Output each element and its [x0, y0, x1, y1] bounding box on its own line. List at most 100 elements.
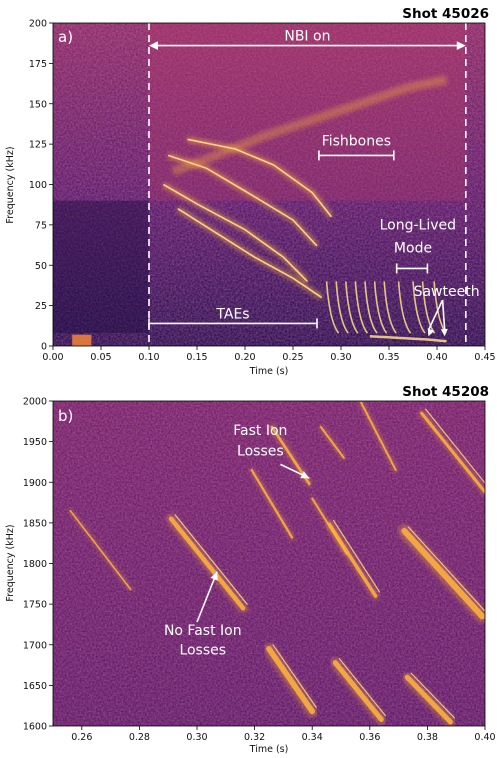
nbi-label: NBI on	[284, 29, 330, 45]
axes-a-xtick-label: 0.10	[138, 352, 159, 363]
chirp-harmonic	[407, 526, 485, 612]
axes-a-xtick-label: 0.05	[90, 352, 111, 363]
early-bright-strip	[72, 334, 92, 346]
shot-label-b: Shot 45208	[402, 384, 489, 400]
long-lived-mode-line	[369, 335, 447, 343]
chirp-harmonic	[332, 519, 381, 593]
chirp-line	[404, 674, 453, 725]
fast-ion-label-line2: Losses	[237, 443, 284, 459]
axes-a-ytick-label: 0	[41, 342, 47, 353]
no-fast-ion-label-line2: Losses	[179, 643, 226, 659]
spectrogram-a-annotations: NBI on Fishbones TAEs Long-Lived Mode Sawteet…	[148, 23, 480, 346]
axes-b-ytick-label: 1650	[23, 681, 47, 692]
nbi-arrow-head-right	[456, 41, 466, 50]
no-fast-ion-arrow-head	[210, 571, 218, 581]
axes-b-xtick-label: 0.36	[359, 732, 380, 743]
spectrogram-b-annotations: Fast Ion Losses No Fast Ion Losses	[164, 423, 310, 659]
axes-a-ytick-label: 100	[29, 180, 47, 191]
axes-b-ytick-label: 1600	[23, 722, 47, 733]
axes-b-ytick-label: 2000	[23, 397, 47, 408]
axes-b-xtick-label: 0.40	[474, 732, 495, 743]
axes-a-xtick-label: 0.30	[330, 352, 351, 363]
axes-a-xtick-label: 0.40	[426, 352, 447, 363]
tae-sweep-line	[187, 138, 333, 218]
low-freq-dark-region	[53, 200, 149, 334]
axes-b-xtick-label: 0.28	[129, 732, 150, 743]
long-lived-label-line2: Mode	[394, 240, 432, 256]
axes-b-xtick-label: 0.38	[417, 732, 438, 743]
fast-ion-arrow-head	[300, 471, 310, 479]
fast-ion-label-line1: Fast Ion	[233, 423, 287, 439]
spectrogram-b-noise	[53, 401, 485, 726]
axes-b-xtick-label: 0.34	[302, 732, 323, 743]
no-fast-ion-label-line1: No Fast Ion	[164, 623, 242, 639]
sawteeth-arrow-head	[440, 328, 448, 337]
nbi-broadband-glow	[149, 23, 466, 201]
axes-a-ytick-label: 50	[35, 261, 47, 272]
axes-b-xtick-label: 0.26	[71, 732, 92, 743]
axes-b-ytick-label: 1850	[23, 518, 47, 529]
axes-b-ytick-label: 1700	[23, 640, 47, 651]
axes-a-xtick-label: 0.00	[42, 352, 63, 363]
axes-b-x-ticks: 0.26 0.28 0.30 0.32 0.34 0.36 0.38 0.40	[71, 726, 496, 743]
axes-b-ytick-label: 1750	[23, 600, 47, 611]
chirp-line	[360, 401, 397, 472]
axes-a-ytick-label: 25	[35, 301, 47, 312]
axes-a-ytick-label: 150	[29, 99, 47, 110]
chirp-harmonic	[272, 644, 317, 708]
chirp-line	[332, 660, 384, 722]
chirp-line	[69, 509, 132, 591]
tae-sweep-line	[162, 183, 308, 282]
sawteeth-arrow-shaft	[427, 299, 444, 331]
axes-a-xtick-label: 0.45	[474, 352, 495, 363]
axes-b-ytick-label: 1800	[23, 559, 47, 570]
axes-a-ytick-label: 175	[29, 59, 47, 70]
spectrogram-panel-a: NBI on Fishbones TAEs Long-Lived Mode Sawteet…	[5, 6, 496, 377]
fishbone-curve	[383, 281, 397, 334]
axes-a-x-label: Time (s)	[249, 366, 289, 377]
tae-sweep-line	[177, 208, 323, 299]
axes-a-ytick-label: 125	[29, 140, 47, 151]
upper-band-glow	[171, 75, 448, 176]
panel-label-a: a)	[58, 28, 73, 46]
sawteeth-label: Sawteeth	[414, 284, 480, 300]
chirp-harmonic	[174, 514, 248, 605]
axes-a-y-ticks: 0 25 50 75 100 125 150 175 200	[29, 19, 53, 353]
tae-sweep-line	[167, 154, 318, 247]
spectrogram-panel-b: Fast Ion Losses No Fast Ion Losses 0.26 0.28…	[5, 384, 496, 755]
fishbone-curve	[397, 281, 412, 334]
chirp-line	[420, 411, 485, 494]
sawteeth-arrow-shaft	[441, 299, 446, 331]
chirp-line	[319, 426, 345, 459]
axes-b-y-ticks: 1600 1650 1700 1750 1800 1850 1900 1950 2000	[23, 397, 53, 733]
chirp-line	[327, 522, 378, 598]
axes-b-x-label: Time (s)	[249, 744, 289, 755]
no-fast-ion-arrow-shaft	[196, 571, 218, 623]
axes-b-ytick-label: 1900	[23, 478, 47, 489]
axes-b-y-label: Frequency (kHz)	[5, 524, 16, 601]
axes-a-xtick-label: 0.20	[234, 352, 255, 363]
chirp-harmonic	[410, 672, 456, 719]
spectrogram-a-features	[53, 23, 466, 346]
spectrogram-b-features	[68, 401, 485, 726]
axes-a-ytick-label: 200	[29, 19, 47, 30]
axes-a-y-label: Frequency (kHz)	[5, 146, 16, 223]
panel-label-b: b)	[58, 407, 73, 425]
axes-a-xtick-label: 0.25	[282, 352, 303, 363]
axes-b-xtick-label: 0.32	[244, 732, 265, 743]
chirp-line	[168, 516, 246, 611]
axes-a-ytick-label: 75	[35, 220, 47, 231]
chirp-line	[266, 646, 315, 715]
chirp-harmonic	[425, 408, 485, 484]
axes-b-ytick-label: 1950	[23, 437, 47, 448]
axes-a-xtick-label: 0.35	[378, 352, 399, 363]
shot-label-a: Shot 45026	[402, 6, 489, 22]
chirp-line	[401, 528, 485, 620]
axes-b-xtick-label: 0.30	[186, 732, 207, 743]
chirp-line	[250, 468, 294, 539]
fishbones-label: Fishbones	[322, 133, 391, 149]
chirp-harmonic	[338, 658, 386, 717]
taes-label: TAEs	[215, 306, 249, 322]
nbi-arrow-head-left	[149, 41, 159, 50]
